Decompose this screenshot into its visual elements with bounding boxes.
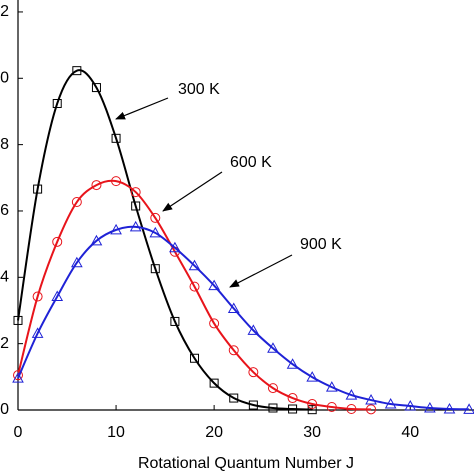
series-line [17,69,313,411]
data-point [227,302,240,313]
data-point [111,133,121,143]
data-point [288,404,298,414]
data-point [91,180,102,191]
data-point [267,342,279,353]
data-point [247,324,260,335]
y-tick-label: 2 [0,335,9,352]
annotation: 900 K [300,236,342,253]
data-point [228,345,239,356]
x-tick-label: 10 [107,424,125,441]
data-point [326,402,337,413]
data-point [150,264,160,274]
annotation: 300 K [178,81,220,98]
data-point [52,236,63,247]
data-point [208,279,220,291]
annotation-arrow [115,97,169,120]
data-point [366,404,377,415]
x-tick-label: 0 [14,424,23,441]
data-point [307,399,318,410]
data-point [170,316,180,326]
data-point [149,226,162,238]
data-point [365,394,377,405]
x-tick-label: 30 [303,424,321,441]
data-point [70,256,83,268]
data-point [130,187,141,198]
data-point [286,358,299,369]
data-point [31,327,44,338]
data-point [12,372,24,383]
data-point [384,397,397,409]
data-point [71,197,82,208]
data-point [443,402,456,414]
data-point [404,399,417,411]
y-tick-label: 4 [0,269,9,286]
data-point [189,281,200,292]
x-tick-label: 20 [205,424,223,441]
data-point [248,367,259,378]
y-tick-label: 6 [0,202,9,219]
data-point [190,353,200,363]
series-line [17,225,470,411]
data-point [306,371,319,382]
y-tick-label: 8 [0,136,9,153]
data-point [52,98,62,108]
data-point [13,370,23,381]
data-point [325,381,338,392]
data-point [287,393,298,404]
data-point [90,234,103,246]
data-point [150,212,161,223]
data-point [72,66,82,76]
data-point [345,389,358,400]
data-point [33,184,43,194]
y-tick-label: 0 [0,70,9,87]
y-tick-label: 2 [0,3,9,20]
x-tick-label: 40 [401,424,419,441]
x-axis-label: Rotational Quantum Number J [138,455,354,472]
annotation: 600 K [230,154,272,171]
annotation-arrow [162,171,223,212]
data-point [129,220,142,232]
data-point [188,259,201,271]
data-point [51,290,64,302]
data-point [32,291,43,302]
data-point [424,401,436,413]
series-line [17,179,372,411]
data-point [229,393,239,403]
data-point [267,383,278,394]
data-point [346,404,357,415]
annotation-arrow [229,254,293,288]
data-point [110,223,122,235]
data-point [268,403,278,413]
data-point [169,241,181,253]
data-point [463,403,474,414]
data-point [131,201,141,211]
data-point [209,318,220,329]
y-tick-label: 0 [0,401,9,418]
data-point [307,405,317,415]
data-point [13,315,23,325]
data-point [248,400,258,410]
data-point [111,176,122,187]
data-point [209,378,219,388]
data-point [91,83,101,93]
